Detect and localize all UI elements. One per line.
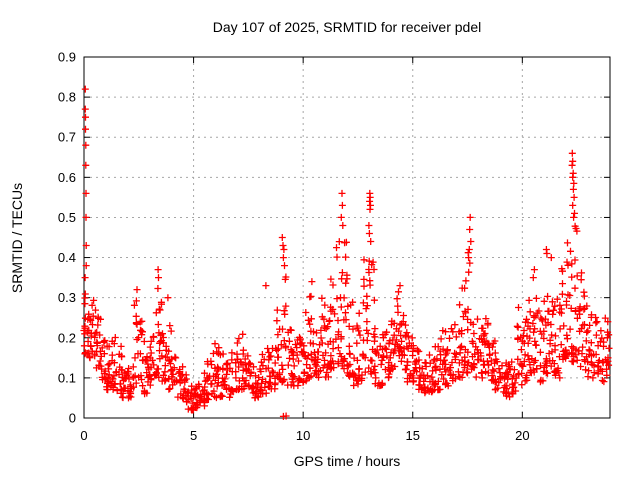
x-tick-label: 5 bbox=[190, 428, 197, 443]
y-tick-label: 0.8 bbox=[58, 90, 76, 105]
chart-title: Day 107 of 2025, SRMTID for receiver pde… bbox=[213, 19, 481, 35]
y-tick-label: 0.4 bbox=[58, 250, 76, 265]
y-axis-label: SRMTID / TECUs bbox=[9, 183, 25, 293]
y-tick-label: 0.7 bbox=[58, 130, 76, 145]
y-tick-label: 0.6 bbox=[58, 170, 76, 185]
x-tick-label: 20 bbox=[515, 428, 529, 443]
y-tick-label: 0.5 bbox=[58, 210, 76, 225]
y-tick-label: 0 bbox=[69, 411, 76, 426]
x-tick-label: 15 bbox=[406, 428, 420, 443]
y-tick-label: 0.9 bbox=[58, 50, 76, 65]
y-tick-label: 0.2 bbox=[58, 330, 76, 345]
x-tick-label: 0 bbox=[80, 428, 87, 443]
data-points bbox=[80, 85, 613, 420]
y-tick-label: 0.1 bbox=[58, 370, 76, 385]
y-tick-label: 0.3 bbox=[58, 290, 76, 305]
plot-border bbox=[83, 56, 611, 419]
x-axis-label: GPS time / hours bbox=[294, 453, 401, 469]
x-tick-label: 10 bbox=[296, 428, 310, 443]
